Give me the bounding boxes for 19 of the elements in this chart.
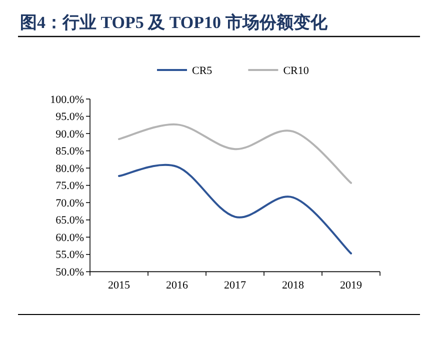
y-tick-label: 90.0% (56, 128, 84, 140)
x-tick-label: 2017 (224, 280, 246, 292)
x-tick-label: 2019 (340, 280, 362, 292)
x-tick-label: 2016 (166, 280, 188, 292)
legend-label: CR10 (283, 65, 310, 77)
y-tick-label: 85.0% (56, 146, 84, 158)
chart-title: 图4：行业 TOP5 及 TOP10 市场份额变化 (20, 13, 328, 32)
y-tick-label: 65.0% (56, 214, 84, 227)
x-tick-label: 2018 (282, 280, 304, 292)
x-tick-label: 2015 (108, 280, 130, 292)
y-tick-label: 100.0% (50, 94, 84, 106)
y-tick-label: 80.0% (56, 162, 84, 175)
y-tick-label: 50.0% (56, 266, 84, 278)
legend-label: CR5 (192, 65, 213, 77)
y-tick-label: 95.0% (56, 111, 84, 124)
y-tick-label: 55.0% (56, 249, 84, 262)
y-tick-label: 60.0% (56, 232, 84, 244)
y-tick-label: 75.0% (56, 180, 84, 192)
y-tick-label: 70.0% (56, 197, 84, 210)
